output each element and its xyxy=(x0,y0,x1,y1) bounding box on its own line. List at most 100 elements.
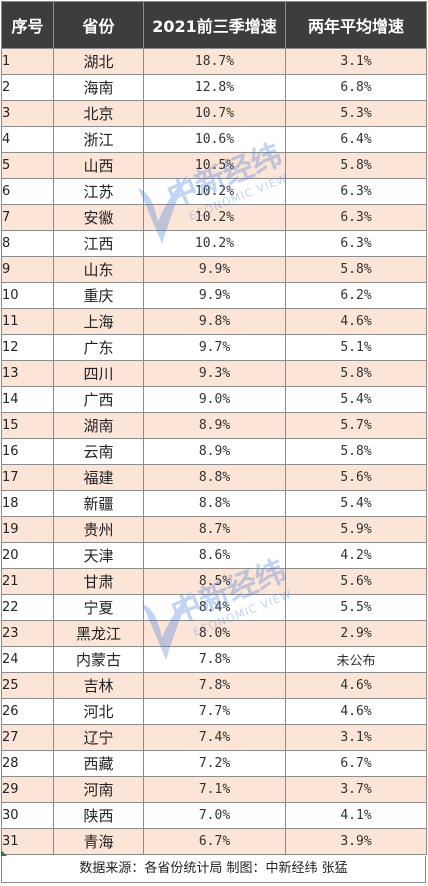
row-index: 11 xyxy=(1,308,54,335)
row-growth-avg: 3.1% xyxy=(285,724,427,751)
row-index: 10 xyxy=(1,282,54,309)
row-index: 25 xyxy=(1,672,54,699)
row-index: 5 xyxy=(1,152,54,179)
row-province: 湖南 xyxy=(53,412,144,439)
row-province: 天津 xyxy=(53,542,144,569)
row-province: 辽宁 xyxy=(53,724,144,751)
row-province: 湖北 xyxy=(53,48,144,75)
table-row: 23 黑龙江 8.0% 2.9% xyxy=(1,620,427,647)
row-index: 18 xyxy=(1,490,54,517)
row-index: 28 xyxy=(1,750,54,777)
row-growth-avg: 5.9% xyxy=(285,516,427,543)
row-province: 安徽 xyxy=(53,204,144,231)
row-index: 27 xyxy=(1,724,54,751)
row-index: 13 xyxy=(1,360,54,387)
row-growth-2021: 7.2% xyxy=(143,750,286,777)
row-index: 3 xyxy=(1,100,54,127)
row-growth-avg: 5.8% xyxy=(285,256,427,283)
row-province: 海南 xyxy=(53,74,144,101)
row-index: 8 xyxy=(1,230,54,257)
table-row: 2 海南 12.8% 6.8% xyxy=(1,74,427,101)
row-province: 黑龙江 xyxy=(53,620,144,647)
row-growth-avg: 3.7% xyxy=(285,776,427,803)
row-growth-2021: 7.4% xyxy=(143,724,286,751)
table-body: 1 湖北 18.7% 3.1% 2 海南 12.8% 6.8% 3 北京 10.7% 5.3% 4 浙江 1… xyxy=(1,48,427,855)
table-row: 4 浙江 10.6% 6.4% xyxy=(1,126,427,153)
row-index: 6 xyxy=(1,178,54,205)
row-growth-avg: 5.4% xyxy=(285,386,427,413)
table-row: 21 甘肃 8.5% 5.6% xyxy=(1,568,427,595)
table-row: 15 湖南 8.9% 5.7% xyxy=(1,412,427,439)
row-growth-2021: 9.9% xyxy=(143,256,286,283)
table-row: 12 广东 9.7% 5.1% xyxy=(1,334,427,361)
table-row: 9 山东 9.9% 5.8% xyxy=(1,256,427,283)
row-growth-2021: 8.8% xyxy=(143,464,286,491)
row-province: 福建 xyxy=(53,464,144,491)
header-growth-avg: 两年平均增速 xyxy=(285,1,427,49)
row-growth-avg: 6.8% xyxy=(285,74,427,101)
row-growth-2021: 7.7% xyxy=(143,698,286,725)
table-row: 16 云南 8.9% 5.8% xyxy=(1,438,427,465)
row-index: 4 xyxy=(1,126,54,153)
row-growth-avg: 5.3% xyxy=(285,100,427,127)
row-province: 云南 xyxy=(53,438,144,465)
table-row: 14 广西 9.0% 5.4% xyxy=(1,386,427,413)
row-growth-2021: 10.2% xyxy=(143,230,286,257)
table-row: 1 湖北 18.7% 3.1% xyxy=(1,48,427,75)
row-province: 西藏 xyxy=(53,750,144,777)
row-index: 31 xyxy=(1,828,54,855)
row-province: 河南 xyxy=(53,776,144,803)
row-growth-2021: 8.5% xyxy=(143,568,286,595)
row-province: 广东 xyxy=(53,334,144,361)
row-province: 江西 xyxy=(53,230,144,257)
table-row: 11 上海 9.8% 4.6% xyxy=(1,308,427,335)
row-province: 江苏 xyxy=(53,178,144,205)
row-growth-2021: 10.7% xyxy=(143,100,286,127)
row-index: 14 xyxy=(1,386,54,413)
row-growth-avg: 6.2% xyxy=(285,282,427,309)
row-growth-avg: 5.4% xyxy=(285,490,427,517)
table-row: 28 西藏 7.2% 6.7% xyxy=(1,750,427,777)
row-growth-2021: 8.9% xyxy=(143,438,286,465)
row-index: 21 xyxy=(1,568,54,595)
row-index: 7 xyxy=(1,204,54,231)
table-row: 30 陕西 7.0% 4.1% xyxy=(1,802,427,829)
row-province: 广西 xyxy=(53,386,144,413)
row-province: 河北 xyxy=(53,698,144,725)
row-growth-avg: 6.7% xyxy=(285,750,427,777)
row-growth-2021: 18.7% xyxy=(143,48,286,75)
header-province: 省份 xyxy=(53,1,144,49)
row-growth-2021: 9.8% xyxy=(143,308,286,335)
source-footer: 数据来源：各省份统计局 制图：中新经纬 张猛 xyxy=(1,856,426,883)
row-index: 17 xyxy=(1,464,54,491)
row-index: 16 xyxy=(1,438,54,465)
table-row: 10 重庆 9.9% 6.2% xyxy=(1,282,427,309)
row-growth-avg: 5.6% xyxy=(285,464,427,491)
row-province: 新疆 xyxy=(53,490,144,517)
row-province: 宁夏 xyxy=(53,594,144,621)
row-province: 北京 xyxy=(53,100,144,127)
corner-mark xyxy=(1,850,7,856)
row-growth-avg: 6.4% xyxy=(285,126,427,153)
row-index: 26 xyxy=(1,698,54,725)
header-index: 序号 xyxy=(1,1,54,49)
table-row: 26 河北 7.7% 4.6% xyxy=(1,698,427,725)
row-growth-2021: 6.7% xyxy=(143,828,286,855)
table-row: 5 山西 10.5% 5.8% xyxy=(1,152,427,179)
row-growth-2021: 7.8% xyxy=(143,672,286,699)
row-growth-2021: 8.4% xyxy=(143,594,286,621)
row-index: 22 xyxy=(1,594,54,621)
row-growth-avg: 4.1% xyxy=(285,802,427,829)
row-index: 23 xyxy=(1,620,54,647)
row-province: 吉林 xyxy=(53,672,144,699)
row-province: 四川 xyxy=(53,360,144,387)
table-row: 29 河南 7.1% 3.7% xyxy=(1,776,427,803)
row-index: 15 xyxy=(1,412,54,439)
table-row: 17 福建 8.8% 5.6% xyxy=(1,464,427,491)
row-growth-avg: 5.8% xyxy=(285,438,427,465)
row-province: 上海 xyxy=(53,308,144,335)
table-row: 22 宁夏 8.4% 5.5% xyxy=(1,594,427,621)
table-row: 20 天津 8.6% 4.2% xyxy=(1,542,427,569)
row-growth-2021: 8.6% xyxy=(143,542,286,569)
